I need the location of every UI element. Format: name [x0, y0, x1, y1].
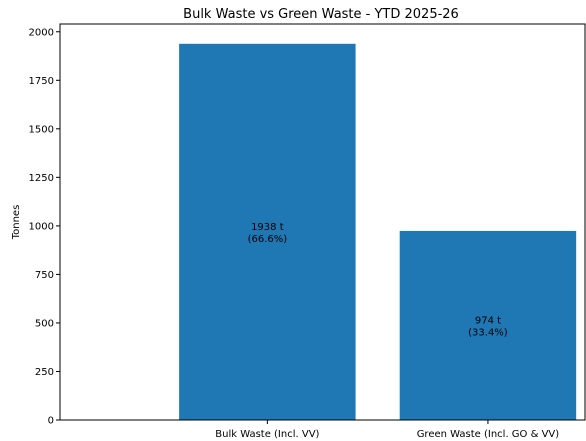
bar-percent-label: (66.6%): [248, 234, 288, 245]
y-tick-label: 250: [35, 367, 54, 378]
bar-value-label: 1938 t: [251, 222, 284, 233]
y-tick-label: 1500: [29, 124, 54, 135]
y-tick-label: 1250: [29, 173, 54, 184]
y-tick-label: 750: [35, 270, 54, 281]
y-axis-ticks: 0 250 500 750 1000 1250 1500 1750 2000: [29, 27, 60, 427]
plot-frame: [59, 23, 586, 421]
x-tick-label: Bulk Waste (Incl. VV): [215, 429, 319, 440]
bar: [179, 43, 356, 421]
bars-layer: [179, 43, 577, 421]
bar-labels: 1938 t(66.6%) 974 t(33.4%): [248, 222, 508, 339]
y-axis-label: Tonnes: [11, 205, 22, 241]
chart-title: Bulk Waste vs Green Waste - YTD 2025-26: [183, 7, 459, 22]
y-tick-label: 2000: [29, 27, 54, 38]
x-axis-ticks: Bulk Waste (Incl. VV) Green Waste (Incl. …: [215, 420, 559, 440]
y-tick-label: 1000: [29, 221, 54, 232]
y-tick-label: 1750: [29, 76, 54, 87]
x-tick-label: Green Waste (Incl. GO & VV): [417, 429, 560, 440]
y-tick-label: 0: [48, 416, 54, 427]
bar-value-label: 974 t: [475, 315, 501, 326]
y-tick-label: 500: [35, 318, 54, 329]
bar-percent-label: (33.4%): [468, 327, 508, 338]
bar: [399, 230, 577, 420]
